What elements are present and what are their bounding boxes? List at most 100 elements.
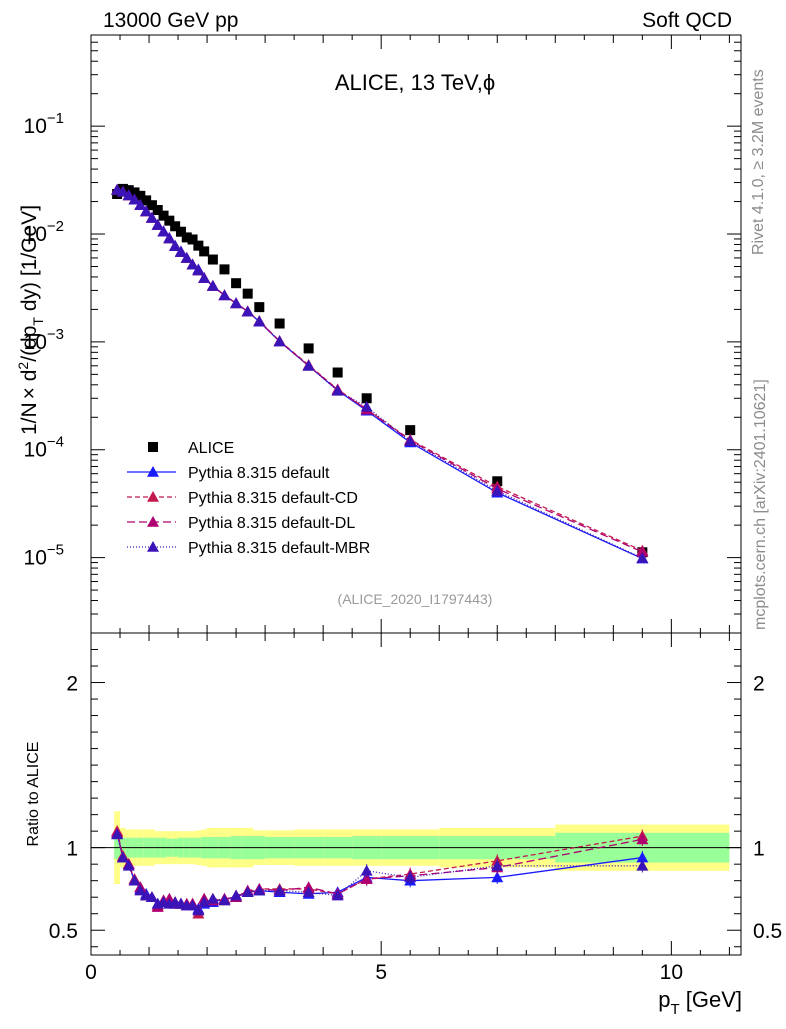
ratio-point: [186, 899, 199, 911]
ratio-point: [491, 859, 504, 871]
ratio-band: [91, 811, 741, 884]
mc-point: [206, 279, 219, 291]
alice-point: [231, 278, 242, 289]
mc-point: [157, 225, 170, 237]
alice-point: [187, 234, 198, 245]
ratio-point: [404, 871, 417, 883]
mc-point: [331, 384, 344, 396]
alice-point: [219, 264, 230, 275]
mc-point: [134, 199, 147, 210]
alice-point: [135, 190, 146, 201]
alice-point: [158, 210, 169, 221]
analysis-id: (ALICE_2020_I1797443): [338, 591, 493, 607]
legend-marker: [147, 491, 159, 502]
alice-point: [361, 393, 372, 404]
mc-point: [404, 435, 417, 447]
mc-point: [163, 232, 176, 244]
mc-point: [360, 400, 373, 412]
mc-point: [241, 305, 254, 317]
y-tick-label: 10−1: [24, 110, 64, 138]
ratio-point: [206, 892, 219, 904]
alice-point: [332, 367, 343, 378]
y-tick-label: 10−4: [24, 434, 64, 462]
alice-point: [193, 240, 204, 251]
mc-point: [273, 335, 286, 347]
ratio-y-tick-label-right: 0.5: [753, 920, 782, 943]
alice-point: [303, 343, 314, 354]
series: [111, 183, 649, 564]
ratio-y-tick-label-right: 1: [753, 838, 765, 861]
mc-point: [174, 246, 187, 257]
legend-label: Pythia 8.315 default-MBR: [188, 540, 370, 557]
ratio-point: [636, 833, 649, 845]
plot-title: ALICE, 13 TeV,ϕ: [335, 70, 495, 95]
legend-label: ALICE: [188, 440, 234, 457]
header-category: Soft QCD: [642, 9, 732, 32]
ratio-point: [241, 886, 254, 898]
legend-label: Pythia 8.315 default-CD: [188, 490, 358, 507]
ratio-point: [134, 884, 147, 896]
mc-point: [218, 289, 231, 301]
y-tick-label: 10−5: [24, 542, 64, 570]
ratio-y-tick-label: 0.5: [49, 920, 78, 943]
ratio-point: [230, 889, 243, 901]
mc-point: [145, 211, 158, 223]
mc-point: [180, 251, 193, 263]
ratio-point: [111, 828, 124, 840]
mc-point: [253, 315, 266, 327]
ratio-point: [636, 859, 649, 871]
alice-point: [242, 288, 253, 299]
ratio-series: [111, 825, 649, 919]
alice-point: [164, 215, 175, 226]
ratio-frame: [90, 632, 742, 956]
header-energy: 13000 GeV pp: [103, 9, 238, 32]
mc-point: [169, 240, 182, 252]
x-tick-label: 5: [375, 961, 387, 984]
alice-point: [146, 200, 157, 211]
legend-marker-alice: [148, 442, 158, 452]
alice-point: [129, 187, 140, 198]
mc-point: [140, 205, 153, 217]
alice-point: [175, 226, 186, 237]
ratio-point: [116, 851, 129, 863]
mc-point: [198, 272, 211, 283]
mc-point: [636, 552, 649, 563]
ratio-point: [253, 884, 266, 896]
legend-marker: [147, 466, 159, 477]
ratio-y-tick-label: 1: [66, 838, 78, 861]
y-tick-label: 10−2: [24, 218, 64, 246]
alice-point: [274, 318, 285, 329]
mc-point: [186, 258, 199, 270]
ratio-point: [218, 894, 231, 906]
legend-label: Pythia 8.315 default: [188, 465, 330, 482]
alice-point: [207, 254, 218, 265]
alice-point: [181, 232, 192, 243]
x-axis-label: pT [GeV]: [658, 987, 742, 1018]
ratio-point: [360, 873, 373, 884]
mc-point: [636, 545, 649, 557]
mc-point: [128, 193, 141, 205]
ratio-point: [198, 896, 211, 907]
alice-point: [170, 221, 181, 232]
ratio-point: [636, 851, 649, 863]
legend-marker: [147, 541, 159, 552]
ratio-y-label: Ratio to ALICE: [25, 742, 42, 847]
ratio-point: [122, 859, 135, 871]
ratio-point: [273, 884, 286, 896]
ratio-point: [192, 904, 205, 916]
alice-point: [199, 246, 210, 257]
mc-point: [302, 359, 315, 371]
alice-point: [152, 204, 163, 215]
ratio-point: [302, 886, 315, 898]
x-tick-label: 10: [660, 961, 683, 984]
ratio-point: [360, 864, 373, 876]
mc-point: [230, 297, 243, 309]
mc-point: [192, 264, 205, 276]
ratio-y-tick-label: 2: [66, 673, 78, 696]
rivet-label: Rivet 4.1.0, ≥ 3.2M events: [750, 69, 767, 255]
legend-label: Pythia 8.315 default-DL: [188, 515, 355, 532]
ratio-y-tick-label-right: 2: [753, 673, 765, 696]
alice-point: [254, 302, 265, 313]
ratio-point: [331, 889, 344, 901]
